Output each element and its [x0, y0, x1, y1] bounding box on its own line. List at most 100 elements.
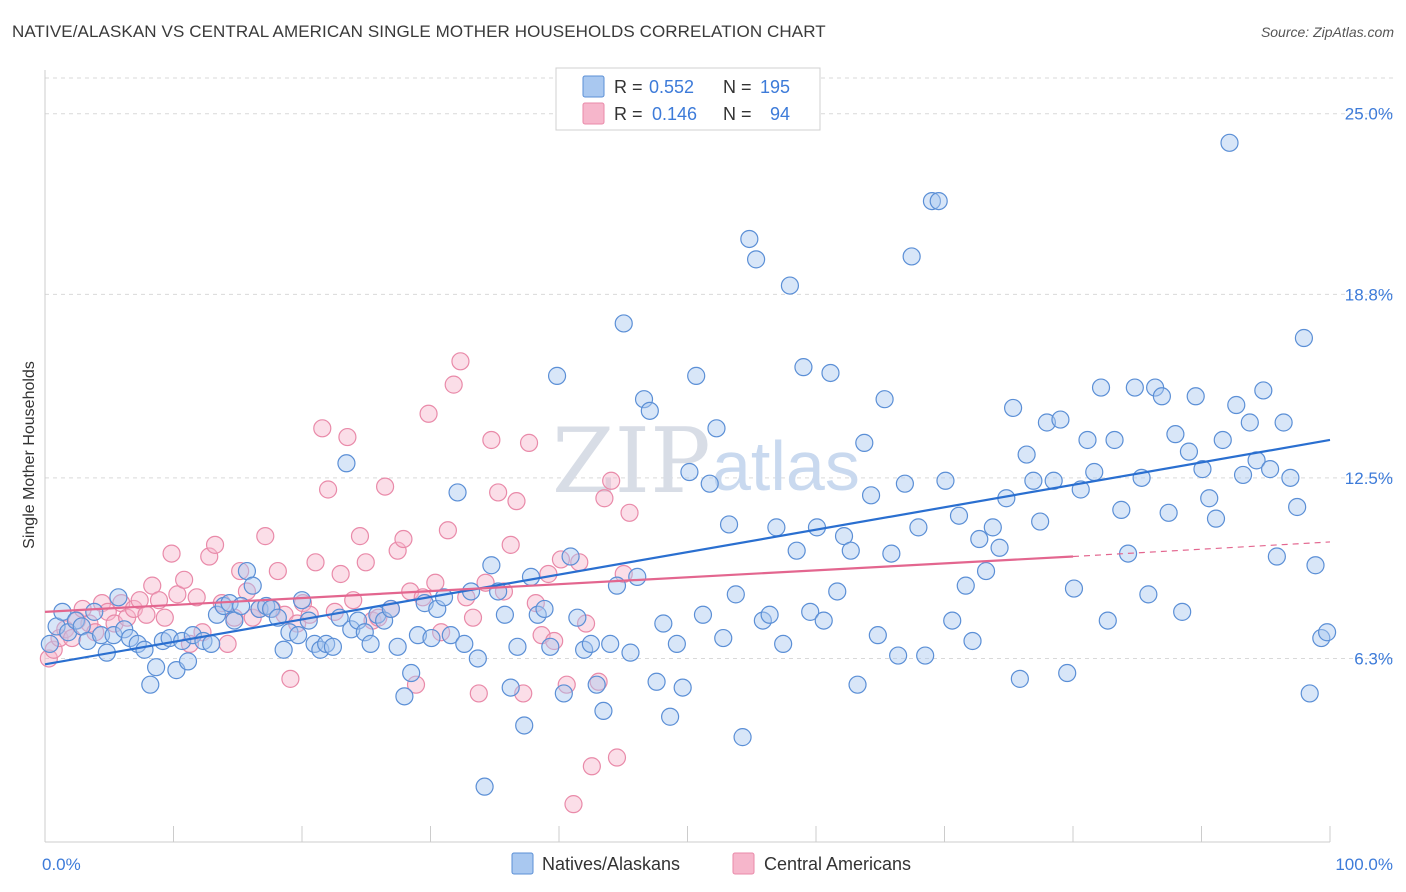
natives-point-6 — [78, 631, 97, 651]
natives-point-86 — [594, 701, 613, 721]
legend-r-label-natives: R = — [614, 77, 643, 97]
x-tick-label-0: 0.0% — [42, 855, 81, 874]
natives-point-53 — [375, 611, 394, 630]
natives-point-34 — [257, 596, 276, 616]
central-point-77 — [519, 433, 539, 452]
natives-point-145 — [990, 538, 1009, 557]
natives-point-170 — [1159, 503, 1178, 522]
natives-point-16 — [141, 675, 160, 694]
natives-point-128 — [875, 390, 894, 409]
central-point-74 — [501, 535, 520, 554]
natives-point-65 — [455, 634, 474, 654]
central-point-20 — [162, 544, 181, 563]
natives-point-121 — [828, 582, 847, 601]
natives-point-58 — [408, 626, 428, 645]
central-point-92 — [614, 564, 633, 584]
legend-swatch-central — [582, 102, 605, 125]
natives-point-55 — [388, 637, 407, 656]
natives-point-61 — [428, 599, 447, 619]
central-point-16 — [137, 605, 156, 624]
natives-point-22 — [178, 652, 198, 671]
natives-point-138 — [943, 611, 962, 630]
natives-point-69 — [482, 556, 501, 575]
natives-point-56 — [395, 687, 414, 706]
natives-point-101 — [693, 605, 713, 624]
central-point-43 — [306, 553, 325, 572]
natives-point-189 — [1288, 497, 1307, 517]
natives-point-41 — [299, 611, 318, 630]
natives-point-180 — [1227, 395, 1246, 415]
central-point-51 — [356, 553, 375, 572]
legend-r-label-central: R = — [614, 104, 643, 124]
natives-point-167 — [1139, 585, 1158, 604]
natives-point-96 — [661, 707, 680, 726]
x-tick-label-1: 100.0% — [1335, 855, 1393, 874]
central-point-19 — [155, 608, 174, 627]
natives-point-87 — [601, 634, 620, 654]
bottom-legend-label-natives: Natives/Alaskans — [542, 854, 680, 874]
bottom-legend-label-central: Central Americans — [764, 854, 911, 874]
legend-r-value-central: 0.146 — [652, 104, 697, 124]
natives-point-165 — [1125, 378, 1144, 397]
natives-point-112 — [767, 518, 786, 537]
watermark-atlas: atlas — [712, 427, 860, 505]
natives-point-8 — [91, 626, 111, 645]
natives-point-63 — [441, 626, 460, 645]
natives-point-32 — [243, 576, 262, 595]
natives-point-161 — [1098, 611, 1117, 630]
natives-point-119 — [814, 611, 833, 630]
central-point-89 — [595, 489, 614, 508]
natives-point-78 — [541, 637, 560, 656]
natives-point-132 — [902, 247, 921, 266]
natives-point-11 — [109, 588, 128, 607]
natives-point-135 — [922, 191, 942, 211]
natives-point-82 — [568, 608, 587, 627]
natives-point-114 — [780, 276, 800, 295]
central-point-91 — [607, 748, 627, 767]
chart-title: NATIVE/ALASKAN VS CENTRAL AMERICAN SINGL… — [12, 22, 826, 41]
natives-point-79 — [547, 366, 567, 385]
central-trend-line — [44, 555, 1074, 613]
legend-swatch-natives — [582, 75, 605, 98]
natives-point-92 — [634, 390, 654, 409]
natives-point-115 — [787, 541, 806, 560]
natives-point-126 — [861, 486, 881, 505]
natives-point-178 — [1213, 430, 1232, 450]
central-point-64 — [438, 521, 457, 540]
natives-point-116 — [794, 358, 813, 377]
central-point-65 — [444, 375, 463, 394]
natives-point-174 — [1186, 387, 1205, 406]
natives-point-100 — [687, 366, 706, 385]
natives-point-149 — [1017, 445, 1036, 464]
natives-point-191 — [1300, 684, 1319, 703]
natives-point-108 — [740, 229, 759, 249]
natives-point-68 — [475, 777, 494, 796]
watermark: ZIP atlas — [552, 409, 860, 514]
central-point-66 — [451, 352, 470, 371]
natives-point-154 — [1051, 410, 1070, 429]
natives-point-144 — [983, 518, 1002, 537]
central-point-59 — [406, 675, 426, 694]
natives-point-40 — [292, 591, 312, 610]
natives-point-163 — [1112, 500, 1131, 519]
natives-point-120 — [821, 363, 840, 383]
legend-n-value-central: 94 — [770, 104, 790, 124]
natives-point-169 — [1152, 387, 1171, 406]
central-point-88 — [589, 672, 608, 691]
natives-point-72 — [501, 678, 520, 697]
central-point-87 — [582, 757, 601, 776]
natives-point-7 — [85, 602, 104, 621]
natives-trend-line — [44, 438, 1331, 666]
natives-point-118 — [807, 518, 827, 537]
natives-point-148 — [1010, 669, 1029, 688]
watermark-zip: ZIP — [552, 409, 711, 514]
natives-point-107 — [733, 728, 752, 747]
source-credit: Source: ZipAtlas.com — [1260, 24, 1394, 40]
natives-point-179 — [1220, 133, 1239, 152]
natives-point-139 — [949, 506, 969, 525]
central-point-44 — [313, 419, 332, 438]
bottom-legend-swatch-central — [732, 852, 755, 875]
natives-point-194 — [1318, 623, 1337, 642]
central-point-45 — [318, 480, 338, 499]
legend-r-value-natives: 0.552 — [649, 77, 694, 97]
